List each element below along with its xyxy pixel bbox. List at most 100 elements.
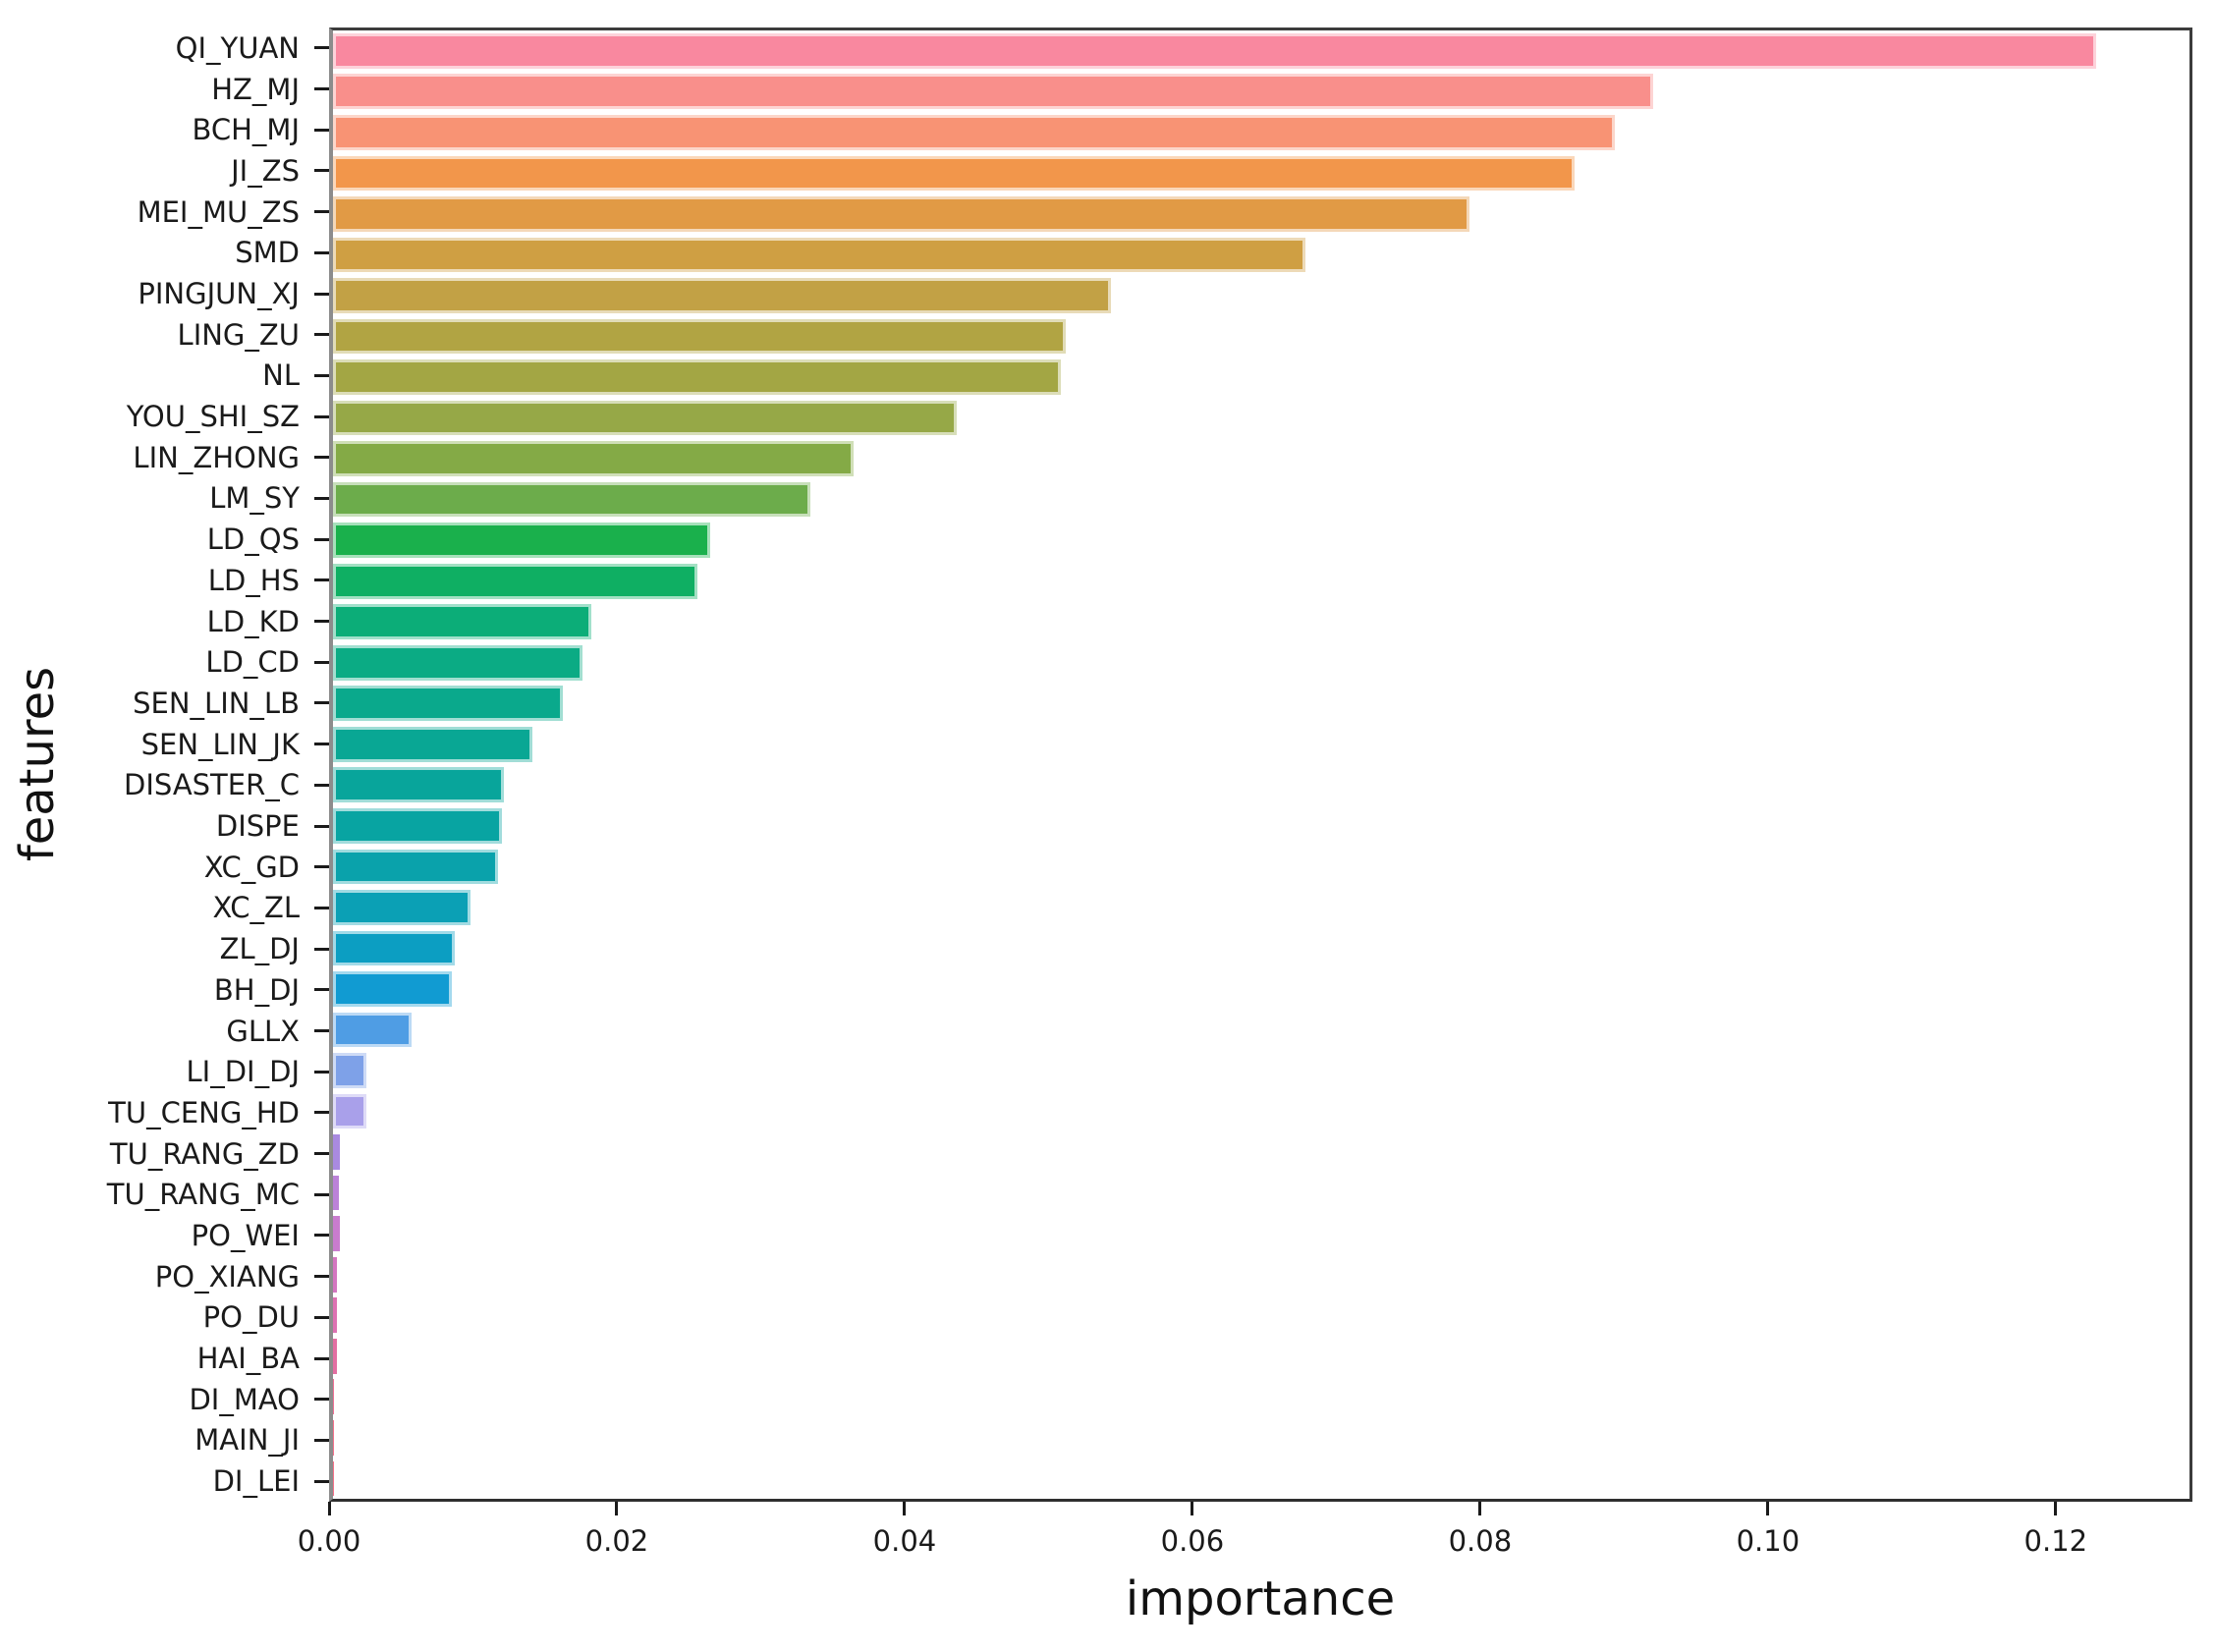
bar-row-nl: [333, 357, 2189, 398]
y-tick-mark: [314, 701, 329, 705]
bar-bch_mj: [333, 114, 1615, 150]
bar-row-bch_mj: [333, 112, 2189, 153]
y-tick-mark: [314, 87, 329, 91]
bar-row-tu_rang_mc: [333, 1173, 2189, 1214]
bar-row-zl_dj: [333, 928, 2189, 969]
y-tick-label-tu_rang_mc: TU_RANG_MC: [106, 1178, 300, 1212]
bar-row-ld_kd: [333, 601, 2189, 642]
bar-row-po_wei: [333, 1213, 2189, 1254]
y-tick-label-dispe: DISPE: [215, 809, 300, 844]
x-tick-mark: [327, 1502, 331, 1515]
bar-tu_ceng_hd: [333, 1093, 366, 1129]
bar-row-xc_gd: [333, 847, 2189, 888]
y-tick-mark: [314, 46, 329, 50]
bar-hai_ba: [333, 1338, 338, 1374]
y-tick-label-bh_dj: BH_DJ: [213, 972, 300, 1007]
y-tick-label-xc_zl: XC_ZL: [212, 891, 300, 925]
bar-row-tu_rang_zd: [333, 1131, 2189, 1173]
y-tick-mark: [314, 292, 329, 296]
bar-row-pingjun_xj: [333, 275, 2189, 316]
y-tick-mark: [314, 1398, 329, 1402]
y-tick-label-gllx: GLLX: [226, 1014, 300, 1048]
bar-row-qi_yuan: [333, 30, 2189, 72]
bar-row-hz_mj: [333, 72, 2189, 113]
y-tick-label-di_mao: DI_MAO: [189, 1382, 300, 1416]
y-tick-label-mei_mu_zs: MEI_MU_ZS: [137, 194, 300, 229]
y-tick-mark: [314, 906, 329, 909]
y-tick-label-ling_zu: LING_ZU: [177, 317, 300, 352]
y-tick-mark: [314, 1070, 329, 1074]
y-tick-label-ld_cd: LD_CD: [205, 645, 300, 680]
x-tick-label-0.00: 0.00: [297, 1524, 361, 1558]
bar-smd: [333, 237, 1305, 273]
y-tick-label-zl_dj: ZL_DJ: [219, 932, 300, 966]
plot-area: [329, 28, 2192, 1502]
bar-di_mao: [333, 1379, 335, 1415]
y-tick-mark: [314, 620, 329, 624]
bar-ld_qs: [333, 523, 710, 558]
y-tick-mark: [314, 456, 329, 460]
bar-gllx: [333, 1012, 413, 1048]
y-tick-label-hai_ba: HAI_BA: [196, 1342, 300, 1376]
bar-lm_sy: [333, 481, 810, 518]
y-tick-label-sen_lin_jk: SEN_LIN_JK: [140, 727, 300, 761]
x-tick-mark: [1766, 1502, 1770, 1515]
y-tick-mark: [314, 537, 329, 541]
y-tick-mark: [314, 824, 329, 828]
bar-row-ji_zs: [333, 153, 2189, 194]
bar-row-sen_lin_jk: [333, 724, 2189, 765]
bar-ling_zu: [333, 318, 1066, 355]
bar-row-xc_zl: [333, 887, 2189, 928]
x-tick-mark: [2054, 1502, 2058, 1515]
y-tick-label-ld_kd: LD_KD: [206, 604, 300, 638]
y-tick-mark: [314, 1234, 329, 1238]
bar-bh_dj: [333, 971, 453, 1007]
y-tick-label-qi_yuan: QI_YUAN: [175, 30, 300, 65]
x-tick-mark: [1191, 1502, 1194, 1515]
x-tick-mark: [903, 1502, 907, 1515]
bar-main_ji: [333, 1419, 334, 1456]
x-tick-label-0.08: 0.08: [1448, 1524, 1513, 1558]
bar-ld_kd: [333, 604, 591, 640]
y-tick-mark: [314, 865, 329, 869]
bar-row-po_du: [333, 1294, 2189, 1336]
bar-sen_lin_jk: [333, 726, 532, 762]
y-tick-label-nl: NL: [262, 358, 300, 393]
x-tick-label-0.02: 0.02: [584, 1524, 649, 1558]
bar-row-tu_ceng_hd: [333, 1091, 2189, 1132]
y-tick-label-pingjun_xj: PINGJUN_XJ: [138, 277, 300, 310]
x-tick-label-0.12: 0.12: [2023, 1524, 2088, 1558]
y-tick-label-xc_gd: XC_GD: [203, 850, 300, 884]
bar-row-li_di_dj: [333, 1050, 2189, 1091]
y-tick-label-di_lei: DI_LEI: [212, 1464, 300, 1499]
y-tick-mark: [314, 578, 329, 582]
bar-po_xiang: [333, 1256, 338, 1293]
y-tick-mark: [314, 1356, 329, 1360]
bar-li_di_dj: [333, 1053, 366, 1088]
y-tick-mark: [314, 1192, 329, 1196]
x-tick-label-0.04: 0.04: [872, 1524, 937, 1558]
bar-row-di_mao: [333, 1377, 2189, 1418]
y-tick-mark: [314, 250, 329, 254]
bar-sen_lin_lb: [333, 686, 563, 722]
y-tick-mark: [314, 1438, 329, 1442]
bar-you_shi_sz: [333, 400, 957, 436]
bar-row-di_lei: [333, 1459, 2189, 1500]
bar-row-main_ji: [333, 1417, 2189, 1459]
y-tick-mark: [314, 373, 329, 377]
y-tick-mark: [314, 1275, 329, 1279]
y-tick-mark: [314, 947, 329, 951]
y-tick-label-hz_mj: HZ_MJ: [211, 72, 300, 106]
y-tick-mark: [314, 169, 329, 173]
y-tick-label-po_du: PO_DU: [202, 1300, 300, 1335]
bar-row-hai_ba: [333, 1336, 2189, 1377]
y-tick-mark: [314, 414, 329, 418]
y-tick-label-lm_sy: LM_SY: [209, 481, 300, 516]
bar-xc_gd: [333, 849, 498, 885]
x-tick-label-0.10: 0.10: [1736, 1524, 1800, 1558]
y-tick-label-bch_mj: BCH_MJ: [192, 113, 300, 147]
x-tick-label-0.06: 0.06: [1160, 1524, 1225, 1558]
y-tick-mark: [314, 1479, 329, 1483]
y-tick-label-main_ji: MAIN_JI: [194, 1423, 300, 1458]
